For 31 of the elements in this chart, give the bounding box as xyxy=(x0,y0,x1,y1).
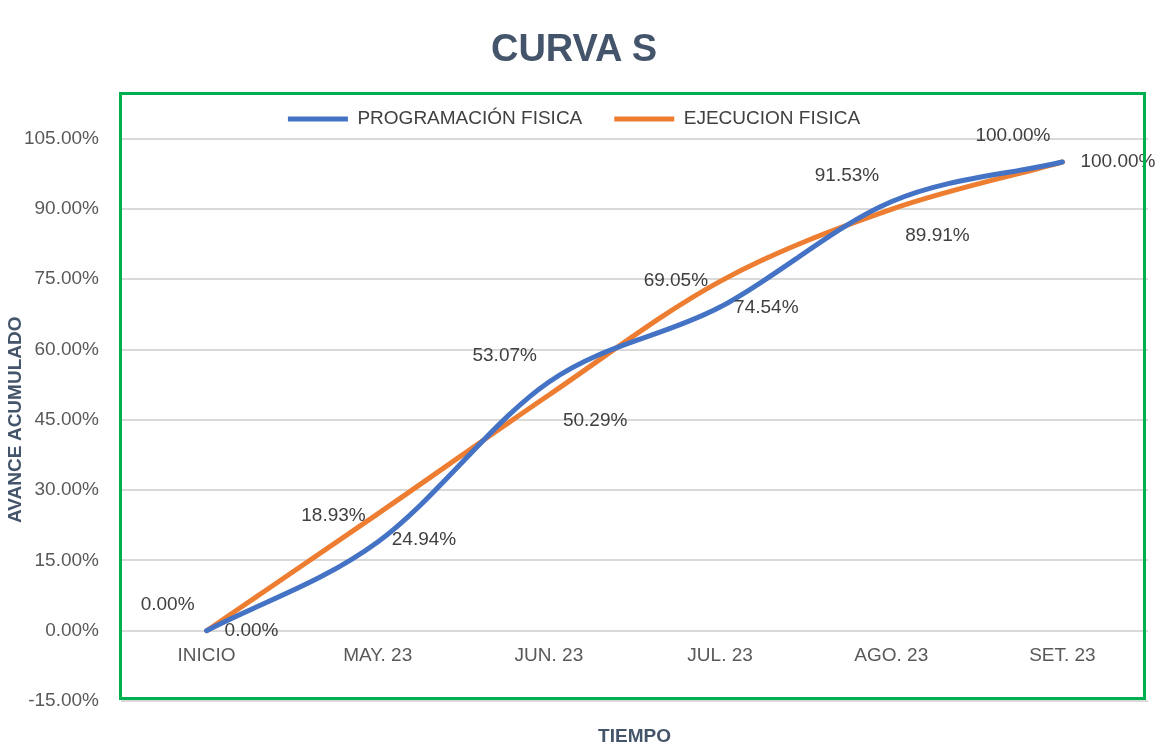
x-tick-label: AGO. 23 xyxy=(854,644,929,666)
x-tick-label: SET. 23 xyxy=(1029,644,1096,666)
data-label: 89.91% xyxy=(905,223,970,245)
x-tick-label: JUL. 23 xyxy=(687,644,753,666)
y-tick-label: 90.00% xyxy=(34,197,100,219)
data-label: 50.29% xyxy=(562,409,628,431)
y-tick-label: 75.00% xyxy=(34,267,100,289)
data-label: 24.94% xyxy=(391,528,457,550)
x-tick-label: MAY. 23 xyxy=(343,644,413,666)
y-tick-label: 0.00% xyxy=(45,618,100,640)
y-tick-label: 60.00% xyxy=(34,337,100,359)
data-label: 100.00% xyxy=(975,124,1051,146)
y-tick-label: 15.00% xyxy=(34,548,100,570)
data-label: 91.53% xyxy=(814,163,880,185)
y-axis-title: AVANCE ACUMULADO xyxy=(3,316,25,524)
data-label: 0.00% xyxy=(224,618,279,640)
y-tick-label: 30.00% xyxy=(34,478,100,500)
chart-title: CURVA S xyxy=(490,27,658,70)
y-tick-label: -15.00% xyxy=(28,689,100,711)
x-axis-title: TIEMPO xyxy=(598,725,671,747)
y-tick-label: 105.00% xyxy=(23,126,100,148)
legend-label: PROGRAMACIÓN FISICA xyxy=(357,107,583,129)
x-tick-label: INICIO xyxy=(177,644,236,666)
data-label: 18.93% xyxy=(301,504,366,526)
data-label: 0.00% xyxy=(140,592,195,614)
x-tick-label: JUN. 23 xyxy=(514,644,584,666)
data-label: 74.54% xyxy=(734,295,799,317)
y-tick-label: 45.00% xyxy=(34,408,100,430)
data-label: 53.07% xyxy=(472,344,538,366)
legend-label: EJECUCION FISICA xyxy=(683,107,861,129)
data-label: 69.05% xyxy=(643,269,709,291)
